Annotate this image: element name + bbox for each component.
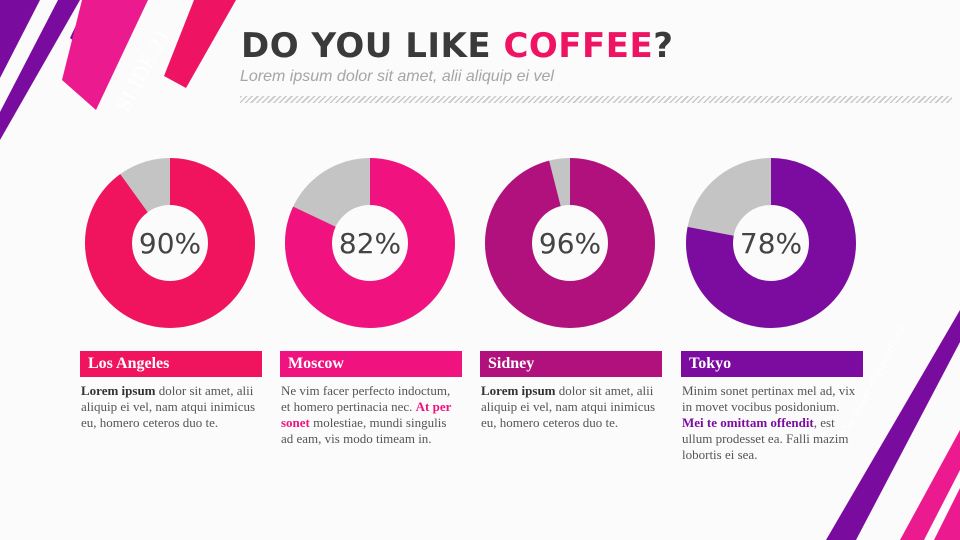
city-label: Los Angeles bbox=[80, 351, 262, 377]
hatched-divider bbox=[240, 96, 952, 103]
desc-tail: , est ullum prodesset ea. Falli mazim lo… bbox=[682, 415, 849, 462]
donut-percent-label: 78% bbox=[740, 227, 802, 260]
donut-value-slice bbox=[485, 158, 655, 328]
donut-value-slice bbox=[285, 158, 455, 328]
desc-text: dolor sit amet, alii aliquip ei vel, nam… bbox=[81, 383, 256, 430]
page-subtitle: Lorem ipsum dolor sit amet, alii aliquip… bbox=[240, 68, 554, 85]
title-end: ? bbox=[653, 26, 674, 66]
city-label: Tokyo bbox=[681, 351, 863, 377]
city-column: 90% Los Angeles Lorem ipsum dolor sit am… bbox=[80, 158, 262, 431]
desc-text: Ne vim facer perfecto indoctum, et homer… bbox=[281, 383, 451, 414]
desc-tail: molestiae, mundi singulis ad eam, vis mo… bbox=[281, 415, 447, 446]
donut-percent-label: 90% bbox=[139, 227, 201, 260]
desc-lead: Lorem ipsum bbox=[481, 383, 556, 398]
bottom-right-decoration bbox=[826, 310, 960, 540]
desc-text: dolor sit amet, alii aliquip ei vel, nam… bbox=[481, 383, 656, 430]
city-column: 96% Sidney Lorem ipsum dolor sit amet, a… bbox=[480, 158, 662, 431]
city-description: Ne vim facer perfecto indoctum, et homer… bbox=[280, 383, 459, 447]
desc-highlight: At per sonet bbox=[281, 399, 452, 430]
donut-chart: 82% bbox=[285, 158, 455, 328]
top-left-decoration bbox=[0, 0, 236, 140]
donut-chart: 96% bbox=[485, 158, 655, 328]
donut-percent-label: 96% bbox=[539, 227, 601, 260]
page-title: DO YOU LIKE COFFEE? bbox=[241, 26, 673, 66]
city-description: Lorem ipsum dolor sit amet, alii aliquip… bbox=[80, 383, 259, 431]
title-accent: COFFEE bbox=[503, 26, 654, 66]
title-main: DO YOU LIKE bbox=[241, 26, 504, 66]
city-label: Sidney bbox=[480, 351, 662, 377]
desc-highlight: Mei te omittam offendit bbox=[682, 415, 814, 430]
donut-chart: 90% bbox=[85, 158, 255, 328]
donut-value-slice bbox=[686, 158, 856, 328]
city-column: 78% Tokyo Minim sonet pertinax mel ad, v… bbox=[681, 158, 863, 463]
city-column: 82% Moscow Ne vim facer perfecto indoctu… bbox=[280, 158, 462, 447]
donut-percent-label: 82% bbox=[339, 227, 401, 260]
city-description: Lorem ipsum dolor sit amet, alii aliquip… bbox=[480, 383, 659, 431]
desc-lead: Lorem ipsum bbox=[81, 383, 156, 398]
donut-chart: 78% bbox=[686, 158, 856, 328]
city-description: Minim sonet pertinax mel ad, vix in move… bbox=[681, 383, 860, 463]
city-label: Moscow bbox=[280, 351, 462, 377]
desc-text: Minim sonet pertinax mel ad, vix in move… bbox=[682, 383, 856, 414]
donut-value-slice bbox=[85, 158, 255, 328]
